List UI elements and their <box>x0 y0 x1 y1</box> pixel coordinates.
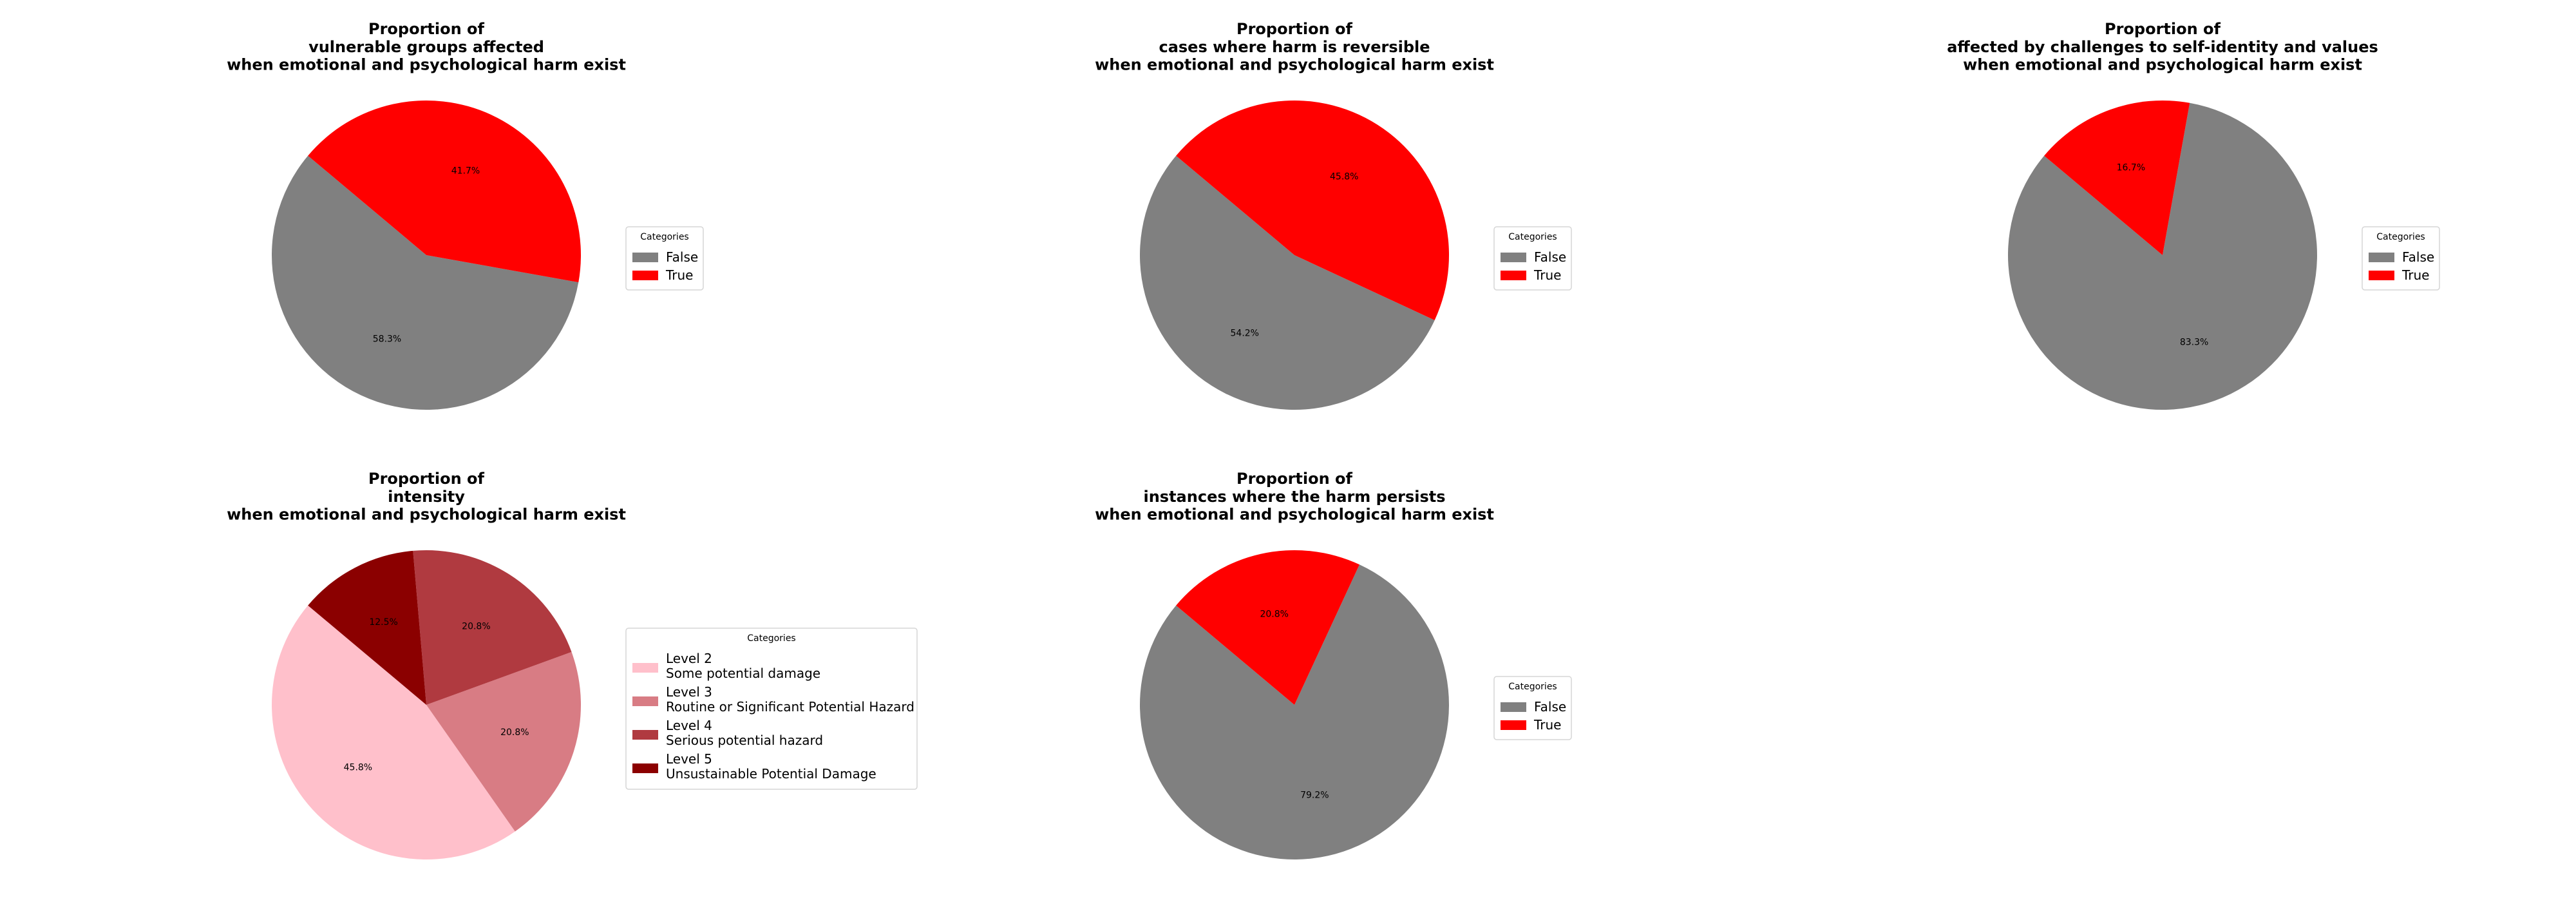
slice-percent-label: 41.7% <box>451 166 480 177</box>
pie-slice-true <box>2044 101 2190 255</box>
legend-swatch-level-3 <box>632 696 658 706</box>
slice-percent-label: 16.7% <box>2117 163 2145 173</box>
pie-chart-3: Proportion of affected by challenges to s… <box>1947 20 2440 410</box>
pie-slice-false <box>1140 564 1449 859</box>
legend-swatch-false <box>1501 253 1526 262</box>
pie-chart-1: Proportion of vulnerable groups affected w… <box>227 20 704 410</box>
legend-swatch-true <box>632 271 658 280</box>
slice-percent-label: 54.2% <box>1231 329 1259 339</box>
pie-slice-false <box>1140 155 1435 410</box>
pie-slice-level-3 <box>426 651 581 832</box>
chart-title: Proportion of vulnerable groups affected w… <box>227 20 626 73</box>
slice-percent-label: 45.8% <box>344 762 372 772</box>
legend-label: Level 2 Some potential damage <box>666 651 820 681</box>
pie-chart-5: Proportion of instances where the harm pe… <box>1095 470 1572 859</box>
legend-box <box>625 628 918 790</box>
chart-title: Proportion of intensity when emotional and… <box>227 470 626 523</box>
legend-title: Categories <box>640 232 688 242</box>
slice-percent-label: 45.8% <box>1330 171 1358 182</box>
legend-label: False <box>666 249 698 265</box>
chart-title: Proportion of cases where harm is reversi… <box>1095 20 1494 73</box>
legend-swatch-false <box>1501 702 1526 712</box>
slice-percent-label: 20.8% <box>1260 609 1288 619</box>
chart-title: Proportion of affected by challenges to s… <box>1947 20 2378 73</box>
slice-percent-label: 58.3% <box>373 334 401 344</box>
pie-slice-level-4 <box>413 550 572 705</box>
pie-chart-2: Proportion of cases where harm is reversi… <box>1095 20 1572 410</box>
legend-swatch-level-2 <box>632 663 658 673</box>
legend-swatch-level-5 <box>632 763 658 773</box>
legend-label: False <box>1534 699 1566 715</box>
slice-percent-label: 20.8% <box>500 727 529 738</box>
legend-swatch-false <box>632 253 658 262</box>
legend-label: Level 5 Unsustainable Potential Damage <box>666 751 876 782</box>
legend-title: Categories <box>2376 232 2425 242</box>
pie-slice-true <box>1176 100 1449 320</box>
legend-label: True <box>1533 717 1561 733</box>
slice-percent-label: 20.8% <box>462 622 490 632</box>
legend-swatch-true <box>1501 720 1526 730</box>
pie-slice-level-2 <box>272 605 515 859</box>
pie-slice-true <box>1176 550 1359 705</box>
legend-title: Categories <box>1508 232 1557 242</box>
legend-label: True <box>665 267 693 283</box>
pie-slice-false <box>2008 102 2318 410</box>
legend-label: Level 4 Serious potential hazard <box>666 718 823 748</box>
legend-title: Categories <box>747 633 795 644</box>
slice-percent-label: 12.5% <box>369 617 397 628</box>
legend-swatch-level-4 <box>632 730 658 740</box>
legend-label: True <box>1533 267 1561 283</box>
legend-swatch-false <box>2369 253 2394 262</box>
legend-swatch-true <box>1501 271 1526 280</box>
legend-title: Categories <box>1508 682 1557 692</box>
pie-slice-true <box>308 100 581 283</box>
pie-slice-false <box>272 155 579 410</box>
slice-percent-label: 79.2% <box>1300 791 1329 801</box>
pie-slice-level-5 <box>308 550 426 705</box>
legend-label: True <box>2401 267 2429 283</box>
legend-label: False <box>1534 249 1566 265</box>
chart-title: Proportion of instances where the harm pe… <box>1095 470 1494 523</box>
pie-chart-4: Proportion of intensity when emotional and… <box>227 470 918 859</box>
slice-percent-label: 83.3% <box>2180 337 2208 347</box>
legend-label: Level 3 Routine or Significant Potential … <box>666 684 914 715</box>
legend-swatch-true <box>2369 271 2394 280</box>
legend-label: False <box>2402 249 2434 265</box>
